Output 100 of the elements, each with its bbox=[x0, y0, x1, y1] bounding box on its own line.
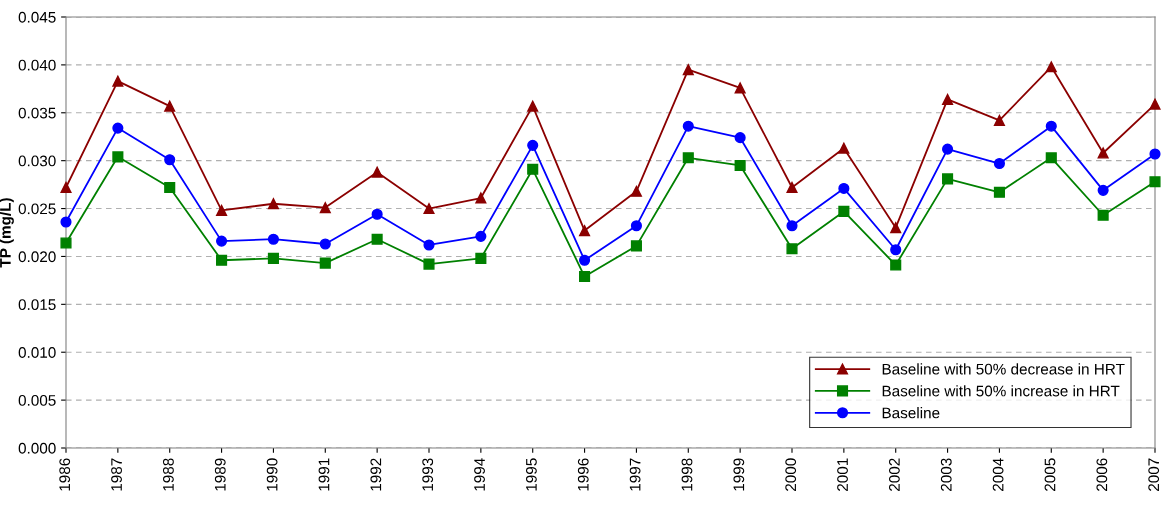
point bbox=[371, 208, 383, 220]
point bbox=[423, 202, 435, 215]
point bbox=[942, 173, 954, 185]
point bbox=[319, 257, 331, 269]
point bbox=[60, 237, 72, 249]
x-tick-label: 1996 bbox=[577, 458, 589, 491]
x-tick-label: 1987 bbox=[111, 458, 122, 491]
x-tick-label: 2006 bbox=[1096, 458, 1108, 491]
y-tick-label: 0.005 bbox=[18, 394, 56, 406]
point bbox=[112, 151, 124, 163]
point bbox=[579, 271, 591, 283]
x-tick-label: 2002 bbox=[889, 458, 900, 491]
y-tick-label: 0.040 bbox=[18, 59, 56, 71]
x-tick-label: 2003 bbox=[940, 458, 952, 491]
point bbox=[890, 259, 902, 271]
x-tick-label: 1986 bbox=[59, 458, 71, 491]
point bbox=[1045, 61, 1057, 73]
point bbox=[890, 222, 902, 234]
point bbox=[1097, 209, 1109, 221]
point bbox=[475, 230, 487, 242]
point bbox=[682, 64, 694, 76]
point bbox=[423, 258, 435, 270]
x-tick-label: 1990 bbox=[266, 458, 278, 491]
point bbox=[267, 233, 279, 245]
x-tick-label: 1991 bbox=[318, 458, 330, 491]
point bbox=[579, 225, 591, 237]
x-tick-label: 2004 bbox=[992, 458, 1004, 491]
point bbox=[786, 243, 798, 255]
y-tick-label: 0.020 bbox=[18, 251, 56, 263]
point bbox=[1097, 184, 1109, 196]
point bbox=[890, 244, 902, 256]
point bbox=[993, 186, 1005, 198]
point bbox=[216, 235, 228, 247]
point bbox=[1097, 147, 1109, 159]
x-tick-label: 1998 bbox=[681, 458, 693, 491]
y-tick-label: 0.045 bbox=[18, 11, 56, 23]
point bbox=[630, 185, 642, 197]
x-tick-label: 1994 bbox=[474, 458, 485, 491]
point bbox=[112, 75, 124, 87]
point bbox=[319, 202, 331, 214]
point bbox=[371, 233, 383, 245]
legend-label: Baseline bbox=[882, 407, 940, 419]
point bbox=[993, 114, 1005, 126]
point bbox=[786, 181, 798, 194]
y-tick-label: 0.025 bbox=[18, 203, 56, 215]
y-axis-title: TP (mg/L) bbox=[0, 198, 14, 268]
point bbox=[267, 198, 279, 210]
point bbox=[734, 82, 746, 94]
y-tick-label: 0.030 bbox=[18, 155, 56, 167]
point bbox=[993, 157, 1005, 170]
x-tick-label: 1988 bbox=[163, 458, 174, 491]
point bbox=[475, 252, 487, 264]
x-tick-label: 1989 bbox=[214, 458, 226, 491]
point bbox=[267, 252, 279, 264]
x-tick-label: 1997 bbox=[629, 458, 641, 491]
point bbox=[527, 100, 539, 112]
x-tick-label: 2000 bbox=[785, 458, 797, 491]
point bbox=[527, 139, 539, 151]
x-tick-label: 2005 bbox=[1044, 458, 1056, 491]
legend-label: Baseline with 50% decrease in HRT bbox=[882, 363, 1125, 375]
point bbox=[942, 143, 954, 155]
x-tick-label: 1993 bbox=[422, 458, 434, 491]
point bbox=[164, 100, 176, 112]
point bbox=[216, 204, 228, 217]
point bbox=[682, 120, 694, 132]
point bbox=[527, 163, 539, 175]
point bbox=[371, 166, 383, 178]
point bbox=[60, 181, 72, 194]
point bbox=[630, 220, 642, 232]
point bbox=[1149, 148, 1161, 160]
y-tick-label: 0.015 bbox=[18, 299, 56, 311]
point bbox=[164, 181, 176, 194]
point bbox=[1045, 152, 1057, 164]
point bbox=[319, 238, 331, 250]
y-tick-label: 0.010 bbox=[18, 347, 56, 358]
point bbox=[786, 220, 798, 232]
point bbox=[579, 254, 591, 266]
point bbox=[630, 240, 642, 252]
y-tick-label: 0.035 bbox=[18, 107, 56, 119]
point bbox=[838, 142, 850, 154]
point bbox=[60, 216, 72, 228]
x-tick-label: 1995 bbox=[526, 458, 537, 491]
point bbox=[164, 154, 176, 166]
point bbox=[1149, 176, 1161, 188]
point bbox=[734, 132, 746, 144]
point bbox=[942, 93, 954, 105]
point bbox=[734, 159, 746, 172]
legend-label: Baseline with 50% increase in HRT bbox=[882, 385, 1120, 397]
x-tick-label: 1992 bbox=[370, 458, 382, 491]
x-tick-label: 2001 bbox=[837, 458, 848, 491]
y-tick-label: 0.000 bbox=[18, 442, 56, 454]
x-tick-label: 1999 bbox=[733, 458, 745, 491]
point bbox=[216, 254, 228, 266]
point bbox=[838, 205, 850, 217]
point bbox=[838, 182, 850, 194]
point bbox=[475, 192, 487, 204]
point bbox=[423, 239, 435, 251]
point bbox=[112, 122, 124, 134]
point bbox=[1149, 98, 1161, 110]
x-tick-label: 2007 bbox=[1148, 458, 1160, 491]
